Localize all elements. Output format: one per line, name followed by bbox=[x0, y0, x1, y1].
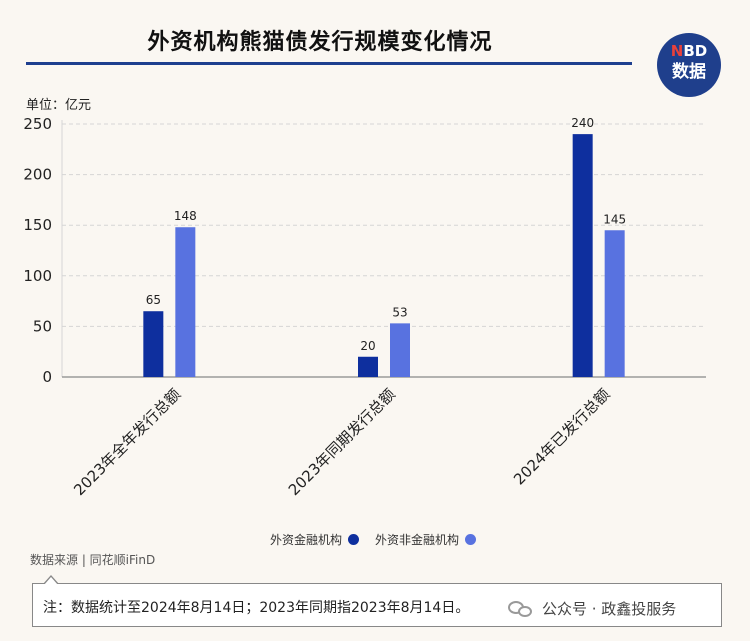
legend-label-nonfinancial: 外资非金融机构 bbox=[375, 533, 460, 547]
bar-nonfinancial[interactable] bbox=[175, 227, 196, 377]
logo-letters-bd: BD bbox=[683, 42, 708, 60]
watermark-text: 公众号 · 政鑫投服务 bbox=[542, 600, 677, 618]
bar-nonfinancial[interactable] bbox=[390, 323, 410, 377]
note-text: 注：数据统计至2024年8月14日；2023年同期指2023年8月14日。 bbox=[43, 600, 470, 616]
legend-label-financial: 外资金融机构 bbox=[270, 533, 343, 547]
wechat-icon bbox=[508, 599, 534, 619]
bar-value-label: 148 bbox=[174, 209, 197, 223]
bar-value-labels: 65 148 20 53 240 145 bbox=[146, 116, 626, 353]
legend-item-nonfinancial[interactable]: 外资非金融机构 bbox=[375, 531, 477, 548]
bars bbox=[143, 134, 625, 377]
y-tick-label: 100 bbox=[23, 267, 52, 285]
x-tick-label: 2024年已发行总额 bbox=[510, 385, 613, 488]
title-underline bbox=[26, 62, 632, 65]
bar-nonfinancial[interactable] bbox=[604, 230, 625, 377]
bar-financial[interactable] bbox=[358, 356, 378, 377]
y-tick-label: 200 bbox=[23, 166, 52, 184]
y-tick-label: 50 bbox=[33, 317, 52, 335]
legend-item-financial[interactable]: 外资金融机构 bbox=[270, 531, 360, 548]
x-tick-label: 2023年全年发行总额 bbox=[70, 385, 184, 499]
legend-dot-financial bbox=[348, 534, 360, 545]
bar-value-label: 240 bbox=[571, 116, 594, 130]
logo-text-top: NBD bbox=[657, 42, 721, 60]
x-axis-labels: 2023年全年发行总额 2023年同期发行总额 2024年已发行总额 bbox=[70, 385, 613, 499]
bar-financial[interactable] bbox=[572, 134, 593, 377]
bar-financial[interactable] bbox=[143, 311, 164, 377]
legend: 外资金融机构 外资非金融机构 bbox=[270, 531, 492, 548]
logo-letter-n: N bbox=[670, 42, 684, 60]
grid-lines bbox=[61, 120, 706, 377]
bar-value-label: 145 bbox=[603, 212, 626, 226]
nbd-logo: NBD 数据 bbox=[657, 33, 721, 97]
bar-value-label: 65 bbox=[146, 293, 161, 307]
bar-value-label: 20 bbox=[360, 339, 375, 353]
note-pointer-inner bbox=[44, 577, 58, 585]
y-tick-label: 250 bbox=[23, 115, 52, 133]
y-tick-label: 150 bbox=[23, 216, 52, 234]
note-box: 注：数据统计至2024年8月14日；2023年同期指2023年8月14日。 bbox=[32, 575, 722, 627]
bar-value-label: 53 bbox=[392, 305, 407, 319]
bar-chart: 0 50 100 150 200 250 65 148 20 53 240 145 2023年全年发… bbox=[23, 115, 706, 499]
data-source: 数据来源 | 同花顺iFinD bbox=[30, 553, 156, 567]
unit-label: 单位：亿元 bbox=[26, 98, 92, 113]
y-axis-ticks: 0 50 100 150 200 250 bbox=[23, 115, 52, 386]
wechat-watermark: 公众号 · 政鑫投服务 bbox=[508, 598, 676, 619]
logo-text-bottom: 数据 bbox=[672, 62, 706, 82]
chart-title: 外资机构熊猫债发行规模变化情况 bbox=[147, 30, 493, 55]
legend-dot-nonfinancial bbox=[465, 534, 477, 545]
y-tick-label: 0 bbox=[42, 368, 52, 386]
x-tick-label: 2023年同期发行总额 bbox=[285, 385, 399, 499]
